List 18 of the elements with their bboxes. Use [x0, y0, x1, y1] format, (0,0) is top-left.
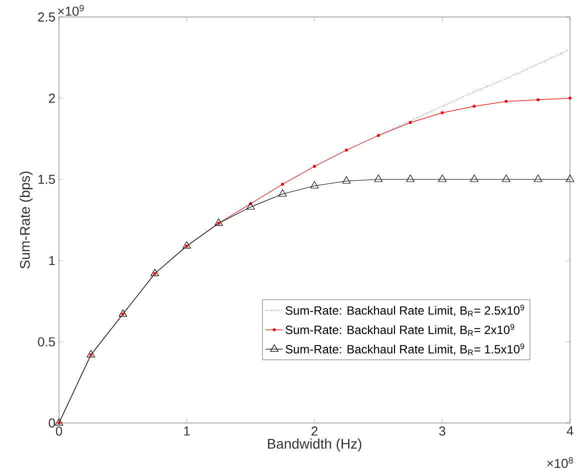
y-tick-label: 1.5	[38, 174, 55, 184]
text: ×10$^{8}$	[547, 457, 573, 468]
legend-label: Sum-Rate: Backhaul Rate Limit, B$_{R}$= 2.5x10$^{9}$	[286, 304, 524, 316]
x-tick-label: 1	[184, 426, 190, 436]
y-tick-label: 1	[49, 256, 55, 266]
y-tick-label: 2	[48, 94, 55, 103]
y-tick-label: 2.5	[38, 12, 55, 22]
x-tick-label: 0	[56, 426, 62, 436]
x-tick-label: 4	[566, 426, 574, 436]
x-tick-label: 2	[312, 426, 318, 436]
y-axis-title: Sum-Rate (bps)	[20, 172, 33, 269]
legend-label: Sum-Rate: Backhaul Rate Limit, B$_{R}$= 2x10$^{9}$	[286, 324, 514, 336]
x-axis-title: Bandwidth (Hz)	[268, 438, 362, 452]
y-tick-label: 0	[48, 418, 55, 428]
x-tick-label: 3	[439, 426, 446, 436]
y-tick-label: 0.5	[38, 337, 55, 346]
text: ×10$^{9}$	[58, 4, 84, 16]
legend-label: Sum-Rate: Backhaul Rate Limit, B$_{R}$= 1.5x10$^{9}$	[286, 343, 524, 356]
